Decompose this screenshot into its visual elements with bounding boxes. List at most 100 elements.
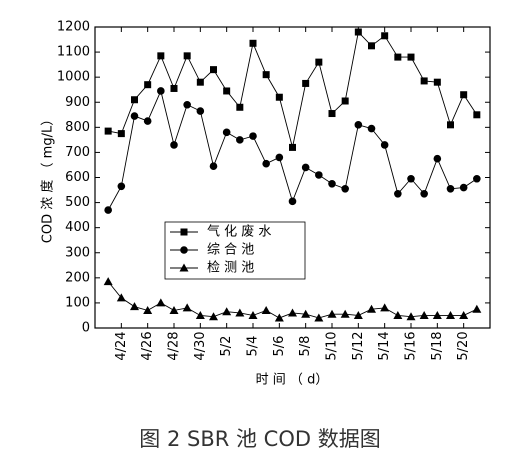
caption: 图 2 SBR 池 COD 数据图 <box>139 427 380 451</box>
y-tick-label: 1000 <box>57 70 90 85</box>
data-point <box>103 277 113 286</box>
data-point <box>446 184 455 193</box>
x-tick-label: 5/8 <box>298 336 313 357</box>
data-point <box>433 154 442 163</box>
y-tick-label: 400 <box>65 220 90 235</box>
data-point <box>472 304 482 313</box>
data-point <box>407 53 415 61</box>
data-point <box>394 190 402 198</box>
data-point <box>104 206 112 214</box>
data-point <box>394 53 402 61</box>
data-point <box>130 302 139 311</box>
legend-label: 综 合 池 <box>207 243 254 258</box>
data-point <box>420 77 428 85</box>
data-point <box>261 305 271 314</box>
x-tick-label: 5/16 <box>404 331 419 360</box>
x-tick-label: 5/20 <box>456 331 471 360</box>
data-point <box>328 110 336 118</box>
data-point <box>473 174 481 183</box>
data-point <box>157 52 165 60</box>
legend-label: 气 化 废 水 <box>207 224 271 240</box>
data-point <box>353 310 363 319</box>
y-tick-label: 600 <box>65 170 90 185</box>
y-tick-label: 300 <box>65 245 90 260</box>
x-tick-label: 4/24 <box>114 331 129 360</box>
data-point <box>367 124 376 133</box>
data-point <box>354 28 362 36</box>
data-point <box>196 78 204 86</box>
data-point <box>301 163 310 172</box>
data-point <box>275 93 283 101</box>
data-point <box>209 312 218 321</box>
data-point <box>459 310 469 319</box>
data-point <box>130 112 139 120</box>
data-point <box>288 308 297 317</box>
data-point <box>157 87 165 95</box>
data-point <box>262 71 270 79</box>
data-point <box>419 310 429 319</box>
data-point <box>262 159 270 168</box>
data-point <box>249 132 257 140</box>
data-point <box>314 313 324 322</box>
x-tick-label: 5/10 <box>325 331 340 360</box>
data-point <box>117 182 126 191</box>
x-tick-label: 4/28 <box>167 331 182 360</box>
data-point <box>406 312 416 321</box>
data-point <box>368 42 375 50</box>
data-point <box>341 184 349 193</box>
data-point <box>354 121 363 129</box>
data-point <box>302 79 310 87</box>
data-point <box>209 162 218 171</box>
data-point <box>156 298 166 307</box>
y-tick-label: 1100 <box>57 45 90 60</box>
data-point <box>222 307 232 316</box>
data-point <box>460 91 468 99</box>
data-point <box>380 141 389 149</box>
data-point <box>248 310 258 319</box>
data-point <box>288 197 297 206</box>
data-point <box>236 103 244 111</box>
data-point <box>169 305 179 314</box>
data-point <box>459 183 468 192</box>
y-tick-label: 1200 <box>57 20 90 35</box>
data-point <box>315 171 323 179</box>
data-point <box>195 310 205 319</box>
data-point <box>341 97 349 105</box>
data-point <box>315 58 323 66</box>
data-point <box>393 310 403 319</box>
data-point <box>144 81 152 89</box>
x-tick-label: 5/2 <box>219 336 234 357</box>
legend-marker <box>180 228 188 236</box>
data-point <box>275 153 284 162</box>
x-tick-label: 5/4 <box>246 336 261 357</box>
y-tick-label: 200 <box>65 270 90 285</box>
data-point <box>222 128 231 137</box>
legend-label: 检 测 池 <box>207 261 254 276</box>
data-point <box>170 141 178 149</box>
data-point <box>249 39 257 47</box>
data-point <box>143 117 152 125</box>
y-tick-label: 500 <box>65 195 90 210</box>
x-tick-label: 5/18 <box>430 331 445 360</box>
data-point <box>420 190 428 198</box>
data-point <box>196 107 205 115</box>
data-point <box>407 174 415 183</box>
data-point <box>289 143 296 151</box>
data-point <box>183 52 191 60</box>
data-point <box>328 179 336 188</box>
data-point <box>131 96 138 104</box>
legend-marker <box>179 263 189 272</box>
data-point <box>340 309 350 318</box>
y-tick-label: 900 <box>65 95 90 110</box>
y-tick-label: 100 <box>65 295 90 310</box>
data-point <box>104 127 112 135</box>
y-tick-label: 700 <box>65 145 90 160</box>
data-point <box>116 293 126 302</box>
data-point <box>183 100 191 109</box>
data-point <box>367 304 376 313</box>
data-point <box>143 305 153 314</box>
y-tick-label: 0 <box>82 321 90 336</box>
data-point <box>473 111 481 119</box>
data-point <box>117 130 125 138</box>
